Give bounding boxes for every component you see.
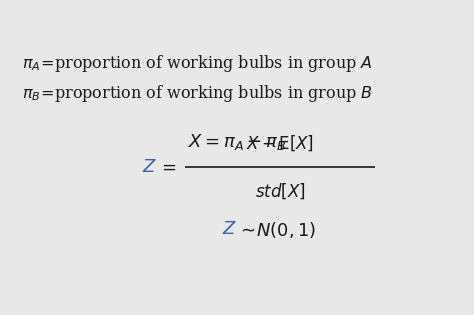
Text: $Z$: $Z$ bbox=[142, 158, 157, 176]
Text: $\pi_A\!=\!$proportion of working bulbs in group $A$: $\pi_A\!=\!$proportion of working bulbs … bbox=[22, 53, 373, 74]
Text: $\sim\!N(0,1)$: $\sim\!N(0,1)$ bbox=[237, 220, 316, 240]
Text: $\mathit{std}[X]$: $\mathit{std}[X]$ bbox=[255, 181, 305, 201]
Text: $\pi_B\!=\!$proportion of working bulbs in group $B$: $\pi_B\!=\!$proportion of working bulbs … bbox=[22, 83, 373, 104]
Text: $X = \pi_A - \pi_B$: $X = \pi_A - \pi_B$ bbox=[188, 132, 286, 152]
Text: $Z$: $Z$ bbox=[222, 220, 237, 238]
Text: $X - \mathrm{E}[X]$: $X - \mathrm{E}[X]$ bbox=[246, 134, 314, 153]
Text: $=$: $=$ bbox=[158, 158, 177, 176]
